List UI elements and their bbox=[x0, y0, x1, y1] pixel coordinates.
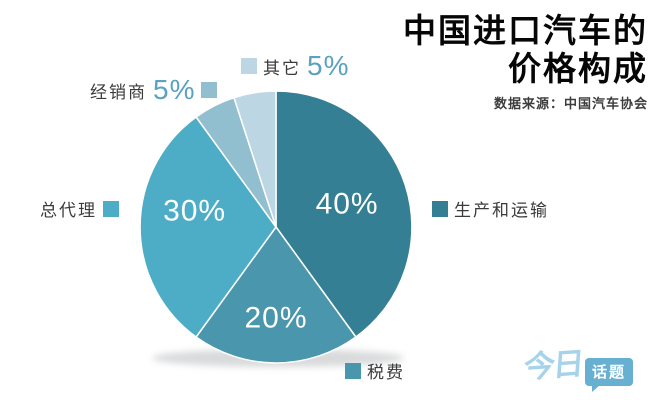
label-other-pct: 5% bbox=[307, 50, 350, 81]
pie-pct-label-0: 40% bbox=[316, 187, 379, 220]
swatch-general-agent-icon bbox=[103, 200, 119, 217]
logo-bubble: 话题 bbox=[585, 358, 634, 392]
swatch-tax-icon bbox=[345, 362, 361, 379]
label-production-transport: 生产和运输 bbox=[432, 196, 549, 221]
swatch-dealer-icon bbox=[201, 82, 218, 98]
label-dealer-name: 经销商 bbox=[90, 82, 147, 102]
label-dealer-pct: 5% bbox=[153, 74, 196, 105]
chart-title: 中国进口汽车的 价格构成 bbox=[403, 12, 648, 88]
swatch-other-icon bbox=[241, 58, 257, 74]
label-general-agent: 总代理 bbox=[40, 196, 119, 221]
chart-title-line1: 中国进口汽车的 bbox=[403, 12, 648, 49]
label-dealer: 经销商 5% bbox=[90, 74, 218, 105]
swatch-production-transport-icon bbox=[432, 200, 448, 217]
today-topic-logo: 今日 话题 bbox=[522, 346, 634, 392]
pie-slice-4 bbox=[233, 90, 277, 228]
pie-slice-1 bbox=[195, 226, 357, 364]
label-general-agent-name: 总代理 bbox=[40, 201, 97, 220]
pie-pct-label-2: 30% bbox=[163, 195, 226, 228]
label-production-transport-name: 生产和运输 bbox=[454, 201, 549, 220]
chart-title-line2: 价格构成 bbox=[508, 50, 648, 87]
label-other: 其它 5% bbox=[241, 52, 349, 80]
logo-text-jinri: 今日 bbox=[522, 346, 584, 385]
label-tax: 税费 bbox=[345, 358, 405, 383]
pie-slice-0 bbox=[275, 90, 413, 338]
pie-pct-label-1: 20% bbox=[244, 302, 307, 335]
pie-slice-2 bbox=[139, 116, 277, 338]
data-source: 数据来源：中国汽车协会 bbox=[493, 96, 648, 111]
label-tax-name: 税费 bbox=[367, 363, 405, 382]
label-other-name: 其它 bbox=[263, 58, 301, 78]
